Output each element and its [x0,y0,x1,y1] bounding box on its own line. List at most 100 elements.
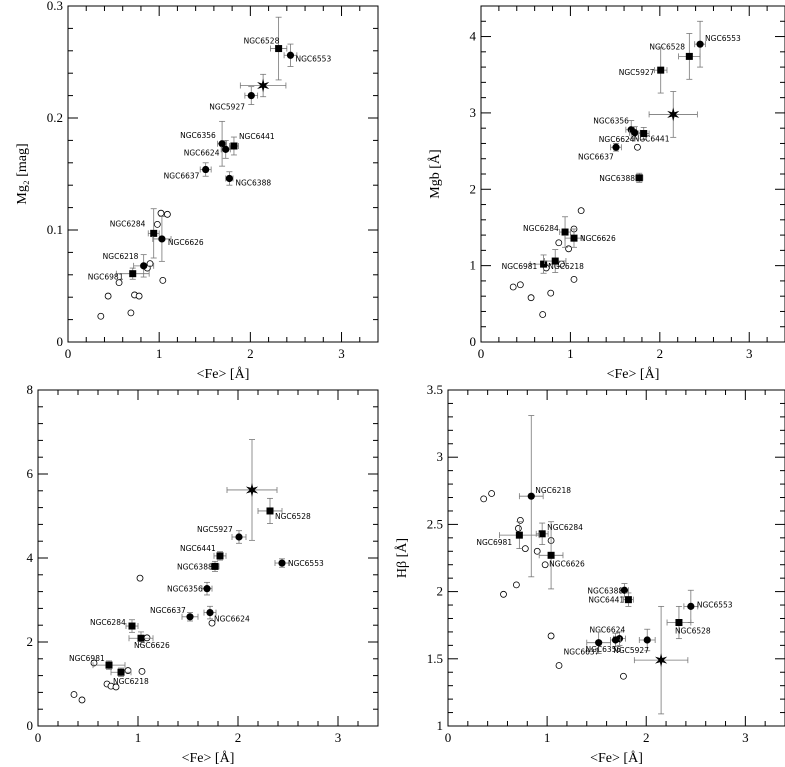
filled-square-point [561,228,569,236]
y-axis-label: Hβ [Å] [394,538,410,578]
open-circle-point [136,574,144,582]
point-label: NGC6218 [548,262,584,271]
open-circle-point [135,292,143,300]
x-tick-label: 1 [156,346,163,361]
filled-circle-point [140,262,148,270]
open-circle-point [90,659,98,667]
chart-panel-1: 0 1 2 3 0 0.1 0.2 0.3 <Fe> [Å] Mg₂ [mag] NGC6528 NG… [15,0,379,382]
open-circle-point [620,672,627,680]
filled-circle-point [203,585,211,593]
x-tick-label: 2 [235,730,242,745]
filled-circle-point [631,129,639,137]
point-label: NGC5927 [613,646,649,655]
y-tick-label: 2 [27,634,34,649]
open-circle-point [527,294,535,302]
y-tick-label: 3 [437,449,444,464]
open-circle-point [488,490,496,497]
filled-square-point [128,622,136,630]
point-label: NGC5927 [619,68,655,77]
x-tick-label: 2 [657,346,664,361]
open-circle-point [208,619,216,627]
point-label: NGC6528 [649,42,685,51]
open-circle-point [570,275,578,283]
x-tick-label: 0 [445,730,452,745]
open-circle-point [480,495,488,503]
filled-square-point [540,260,548,268]
filled-square-point [624,596,632,604]
open-circle-point [500,590,507,598]
open-circle-point [514,525,522,532]
point-label: NGC6218 [535,486,571,495]
x-axis-label: <Fe> [Å] [607,366,660,382]
y-axis-label: Mg₂ [mag] [15,143,30,204]
open-circle-point [555,239,563,247]
y-tick-label: 0.2 [47,110,63,125]
filled-circle-point [202,165,210,174]
filled-square-point [275,45,283,53]
point-label: NGC6284 [90,618,126,627]
filled-square-point [117,668,125,676]
filled-circle-point [527,492,535,500]
point-label: NGC5927 [209,103,245,112]
filled-circle-point [222,145,230,153]
y-tick-label: 3 [470,105,477,120]
y-tick-label: 4 [470,29,477,44]
x-tick-label: 2 [643,730,650,745]
point-label: NGC6981 [502,262,538,271]
point-label: NGC6388 [599,174,635,183]
open-circle-point [159,276,167,284]
point-label: NGC6441 [588,596,624,605]
x-tick-label: 0 [35,730,42,745]
point-label: NGC6624 [184,148,220,157]
x-tick-label: 2 [247,346,254,361]
point-label: NGC6388 [177,562,213,571]
filled-circle-point [612,143,620,151]
point-label: NGC6441 [180,544,216,553]
open-circle-point [153,220,161,228]
point-label: NGC6284 [110,219,146,228]
point-label: NGC6626 [168,238,204,247]
point-label: NGC6441 [239,132,275,141]
open-circle-point [146,260,154,268]
point-label: NGC6356 [167,585,203,594]
open-circle-point [516,281,524,289]
open-circle-point [127,309,135,317]
x-axis-label: <Fe> [Å] [182,750,235,766]
open-circle-point [124,667,132,674]
point-label: NGC6528 [675,627,711,636]
y-tick-label: 1 [437,718,444,733]
y-axis-label: Mgb [Å] [427,149,443,198]
filled-circle-point [595,639,603,647]
x-tick-label: 1 [135,730,142,745]
point-label: NGC6284 [523,224,559,233]
y-tick-label: 1.5 [427,651,443,666]
star-point [245,483,259,497]
open-circle-point [143,634,151,642]
filled-circle-point [206,609,214,617]
y-tick-label: 0.3 [47,0,63,13]
y-tick-label: 0 [470,334,477,349]
point-label: NGC5927 [197,525,233,534]
x-tick-label: 3 [338,346,345,361]
open-circle-point [163,210,171,218]
point-label: NGC6626 [580,234,616,243]
x-tick-label: 3 [742,730,749,745]
filled-circle-point [643,636,651,644]
y-tick-label: 2 [437,584,444,599]
open-circle-point [555,662,563,669]
filled-square-point [538,530,546,538]
filled-circle-point [186,613,194,621]
point-label: NGC6553 [705,34,741,43]
point-label: NGC6981 [88,273,124,282]
y-tick-label: 0 [27,718,34,733]
open-circle-point [78,696,86,704]
open-circle-point [512,581,520,589]
filled-square-point [129,270,137,278]
y-tick-label: 1 [470,258,477,273]
filled-circle-point [620,586,629,594]
filled-square-point [570,234,578,242]
point-label: NGC6637 [150,606,186,615]
point-label: NGC6637 [578,152,614,161]
point-label: NGC6218 [103,252,139,261]
